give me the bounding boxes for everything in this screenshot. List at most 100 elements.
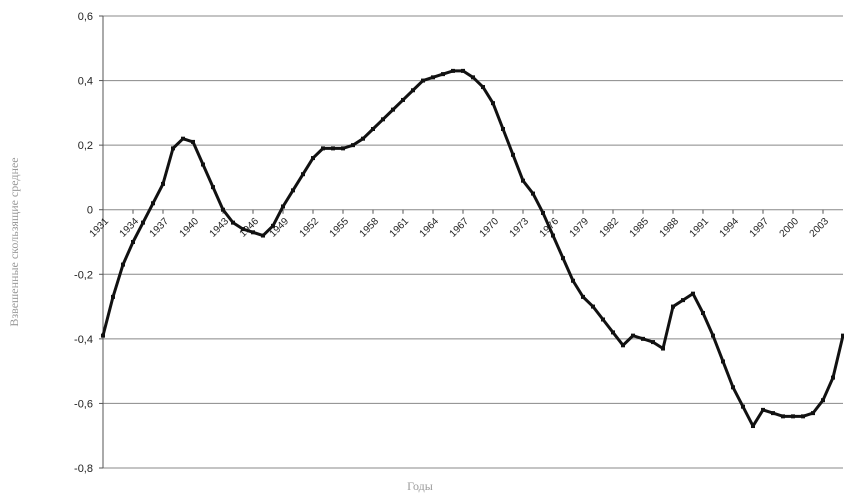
data-point [191, 139, 195, 144]
data-point [391, 107, 395, 112]
data-point [281, 204, 285, 209]
y-axis-label: Взвешенные скользящие среднее [7, 157, 21, 326]
x-tick-label: 1952 [298, 216, 322, 240]
y-tick-label: -0,2 [74, 269, 93, 281]
y-tick-label: -0,4 [74, 334, 93, 346]
data-point [791, 414, 795, 419]
data-point [211, 185, 215, 190]
data-point [321, 146, 325, 151]
x-tick-label: 1958 [358, 216, 382, 240]
data-point [511, 152, 515, 157]
y-tick-label: -0,6 [74, 398, 93, 410]
data-point [221, 207, 225, 212]
data-point [711, 333, 715, 338]
x-tick-label: 1985 [628, 216, 652, 240]
data-point [581, 294, 585, 299]
x-tick-label: 1931 [88, 216, 112, 240]
data-point [451, 68, 455, 73]
x-tick-label: 2000 [778, 216, 802, 240]
x-tick-label: 1997 [748, 216, 772, 240]
data-point [381, 117, 385, 122]
data-point [701, 311, 705, 316]
x-tick-label: 1964 [418, 216, 442, 240]
data-point [571, 278, 575, 283]
x-tick-label: 1967 [448, 216, 472, 240]
data-point [541, 210, 545, 215]
data-point [761, 407, 765, 412]
x-tick-label: 1988 [658, 216, 682, 240]
data-point [491, 101, 495, 106]
data-point [241, 227, 245, 232]
data-point [231, 220, 235, 225]
data-point [161, 181, 165, 186]
data-point [131, 240, 135, 244]
data-point [251, 230, 255, 235]
y-tick-label: 0 [87, 205, 93, 217]
y-tick-label: 0,6 [78, 11, 93, 23]
data-point [171, 146, 175, 151]
data-point [521, 178, 525, 183]
data-point [351, 143, 355, 148]
data-point [471, 75, 475, 80]
x-axis-label: Годы [407, 479, 433, 493]
x-tick-label: 1979 [568, 216, 592, 240]
data-point [811, 411, 815, 416]
data-point [801, 414, 805, 419]
data-point [661, 346, 665, 351]
data-point [361, 136, 365, 141]
data-point [201, 162, 205, 167]
data-point [531, 191, 535, 196]
data-point [371, 127, 375, 131]
x-tick-label: 1970 [478, 216, 502, 240]
data-point [681, 298, 685, 303]
data-point [441, 72, 445, 77]
x-tick-label: 1991 [688, 216, 712, 240]
data-point [611, 330, 615, 335]
x-tick-label: 1994 [718, 216, 742, 240]
data-point [411, 88, 415, 93]
y-tick-label: 0,2 [78, 140, 93, 152]
x-tick-label: 1973 [508, 216, 532, 240]
data-point [631, 333, 635, 338]
data-point [141, 220, 145, 225]
data-point [421, 78, 425, 83]
data-point [841, 333, 844, 338]
data-point [271, 223, 275, 228]
x-tick-label: 1955 [328, 216, 352, 240]
data-point [111, 294, 115, 299]
x-tick-label: 1982 [598, 216, 622, 240]
data-point [331, 146, 335, 151]
x-tick-label: 1961 [388, 216, 412, 240]
data-point [601, 317, 605, 322]
x-tick-label: 1934 [118, 216, 142, 240]
data-point [721, 359, 725, 364]
data-point [461, 68, 465, 73]
data-point [781, 414, 785, 419]
data-point [741, 404, 745, 409]
y-tick-label: -0,8 [74, 463, 93, 475]
data-point [341, 146, 345, 151]
data-point [731, 385, 735, 390]
data-point [301, 172, 305, 177]
data-point [591, 304, 595, 309]
data-point [151, 201, 155, 206]
data-point [831, 375, 835, 380]
data-point [181, 136, 185, 141]
x-tick-label: 1940 [178, 216, 202, 240]
data-point [771, 411, 775, 416]
data-point [821, 398, 825, 403]
data-point [501, 127, 505, 131]
data-point [751, 424, 755, 429]
data-point [651, 340, 655, 345]
data-line [101, 69, 844, 428]
y-tick-label: 0,4 [78, 76, 93, 88]
data-point [671, 304, 675, 309]
data-point [101, 333, 105, 338]
data-point [551, 233, 555, 238]
x-tick-label: 1937 [148, 216, 172, 240]
data-point [431, 75, 435, 80]
data-point [121, 262, 125, 267]
data-point [261, 233, 265, 238]
data-point [561, 256, 565, 261]
